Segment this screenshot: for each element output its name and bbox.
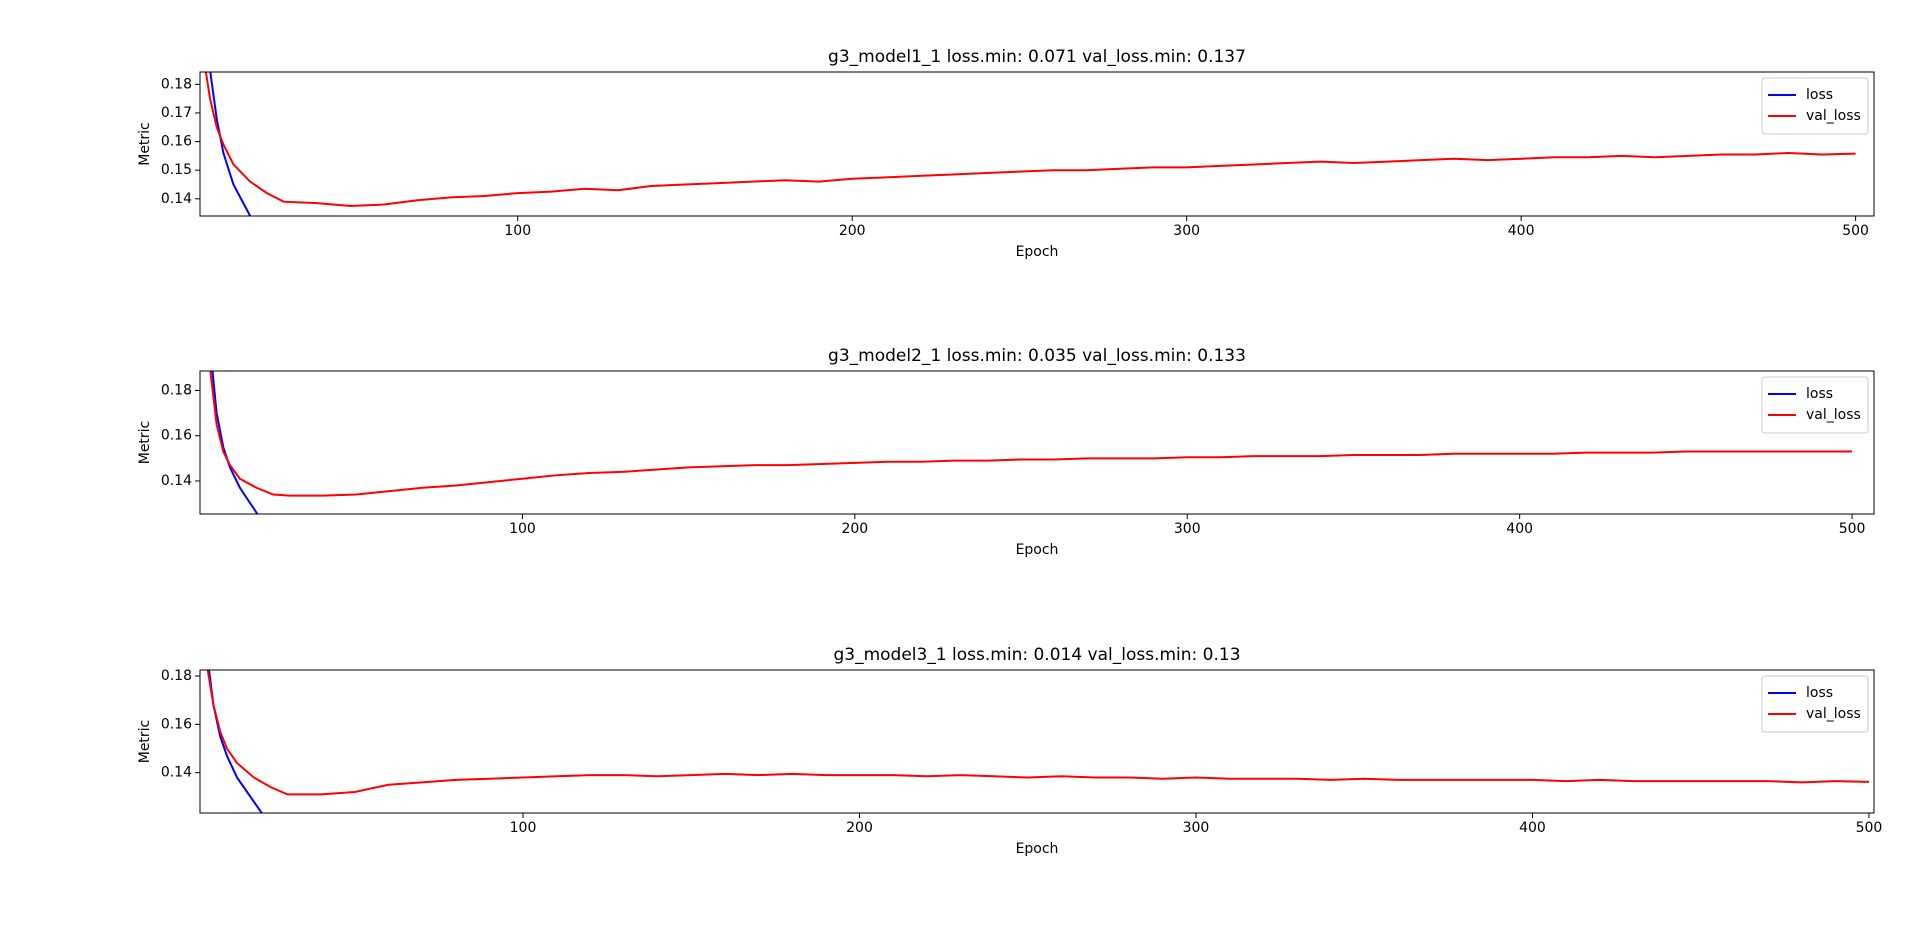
y-axis-label: Metric: [137, 122, 153, 166]
legend-label: loss: [1806, 87, 1833, 103]
x-tick-label: 500: [1856, 820, 1883, 836]
y-tick-label: 0.18: [161, 76, 192, 92]
x-tick-label: 300: [1174, 521, 1201, 537]
legend-box: [1761, 77, 1869, 135]
legend-box: [1761, 376, 1869, 434]
y-tick-label: 0.16: [161, 134, 192, 150]
legend-label: loss: [1806, 685, 1833, 701]
axes-frame: [199, 370, 1875, 515]
chart-title: g3_model3_1 loss.min: 0.014 val_loss.min…: [833, 645, 1240, 665]
y-tick-label: 0.15: [161, 162, 192, 178]
x-tick-label: 100: [509, 521, 536, 537]
x-axis-label: Epoch: [1016, 542, 1059, 558]
legend-label: loss: [1806, 386, 1833, 402]
series-line: [208, 670, 263, 813]
chart-title: g3_model2_1 loss.min: 0.035 val_loss.min…: [828, 346, 1246, 366]
y-tick-label: 0.14: [161, 473, 192, 489]
y-axis-label: Metric: [137, 421, 153, 465]
axes-frame: [199, 71, 1875, 217]
legend-label: val_loss: [1806, 407, 1861, 423]
x-tick-label: 400: [1508, 223, 1535, 239]
x-tick-label: 300: [1173, 223, 1200, 239]
y-tick-label: 0.16: [161, 716, 192, 732]
x-tick-label: 100: [504, 223, 531, 239]
x-axis-label: Epoch: [1016, 841, 1059, 857]
x-tick-label: 400: [1506, 521, 1533, 537]
y-tick-label: 0.14: [161, 765, 192, 781]
y-tick-label: 0.18: [161, 668, 192, 684]
series-line: [206, 670, 1869, 796]
axes-frame: [199, 669, 1875, 814]
x-tick-label: 200: [846, 820, 873, 836]
series-line: [204, 72, 1856, 207]
y-tick-label: 0.14: [161, 191, 192, 207]
chart-title: g3_model1_1 loss.min: 0.071 val_loss.min…: [828, 47, 1246, 67]
y-tick-label: 0.17: [161, 105, 192, 121]
x-axis-label: Epoch: [1016, 244, 1059, 260]
x-tick-label: 200: [841, 521, 868, 537]
y-tick-label: 0.18: [161, 382, 192, 398]
y-tick-label: 0.16: [161, 428, 192, 444]
x-tick-label: 500: [1839, 521, 1866, 537]
x-tick-label: 200: [839, 223, 866, 239]
x-tick-label: 400: [1519, 820, 1546, 836]
x-tick-label: 300: [1183, 820, 1210, 836]
x-tick-label: 500: [1842, 223, 1869, 239]
legend-label: val_loss: [1806, 108, 1861, 124]
y-axis-label: Metric: [137, 720, 153, 764]
x-tick-label: 100: [510, 820, 537, 836]
series-line: [209, 371, 1853, 497]
legend-box: [1761, 675, 1869, 733]
legend-label: val_loss: [1806, 706, 1861, 722]
